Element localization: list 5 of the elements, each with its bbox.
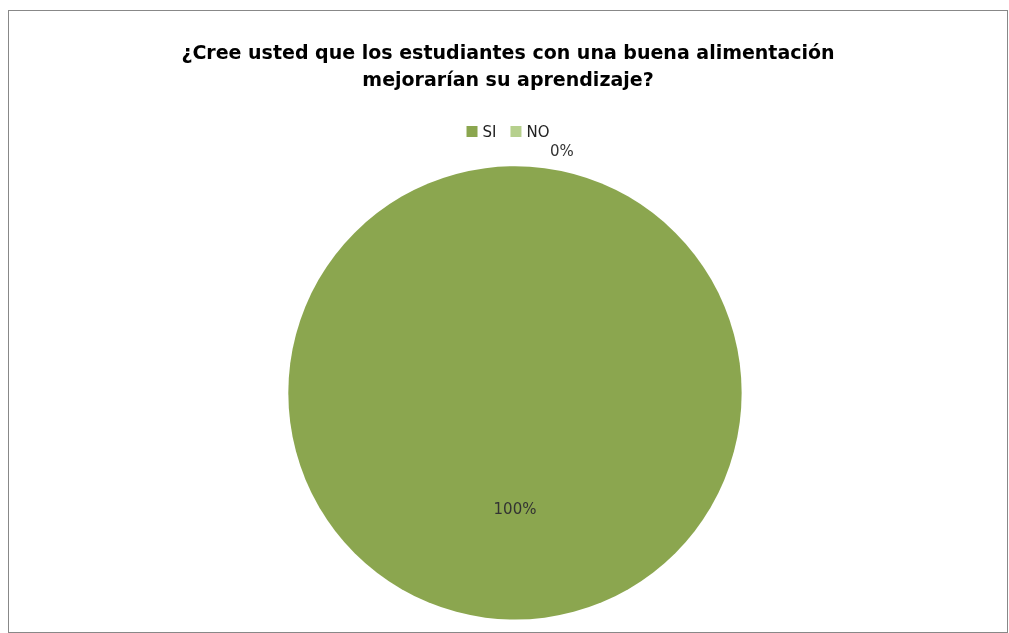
chart-title: ¿Cree usted que los estudiantes con una buena alimentación mejorarían su aprendizaje? (181, 40, 835, 90)
data-label: 100% (493, 500, 537, 519)
legend-label: SI (482, 122, 497, 141)
legend-label: NO (526, 122, 550, 141)
text: 0% (549, 142, 574, 161)
